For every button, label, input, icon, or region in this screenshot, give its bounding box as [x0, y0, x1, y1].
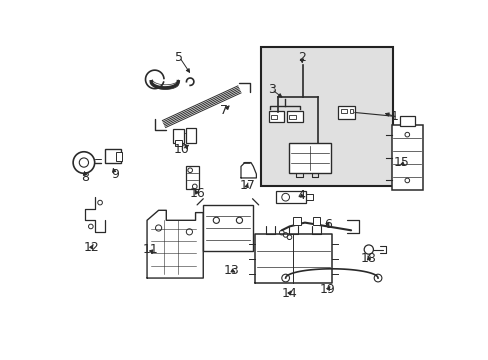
- Text: 10: 10: [173, 143, 189, 156]
- Bar: [185, 128, 196, 143]
- Text: 14: 14: [281, 287, 297, 300]
- Bar: [116, 152, 122, 161]
- Text: 9: 9: [111, 168, 119, 181]
- Text: 5: 5: [175, 50, 183, 64]
- Bar: [276, 191, 305, 203]
- Text: 13: 13: [224, 264, 239, 277]
- Bar: [268, 111, 284, 122]
- Bar: [185, 166, 199, 189]
- Text: 19: 19: [320, 283, 335, 296]
- Text: 4: 4: [297, 189, 305, 202]
- Bar: [391, 125, 422, 190]
- Bar: [349, 109, 353, 113]
- Bar: [337, 106, 354, 119]
- Bar: [288, 143, 330, 172]
- Text: 7: 7: [220, 104, 227, 117]
- Text: 15: 15: [392, 156, 408, 169]
- Text: 17: 17: [239, 179, 255, 192]
- Text: 6: 6: [324, 218, 331, 231]
- Bar: [203, 205, 253, 251]
- Bar: [173, 130, 183, 143]
- Text: 3: 3: [267, 83, 275, 96]
- Text: 18: 18: [360, 252, 376, 265]
- Bar: [286, 111, 302, 122]
- Bar: [289, 115, 295, 120]
- Bar: [270, 115, 277, 120]
- Bar: [312, 217, 320, 225]
- Bar: [341, 109, 346, 113]
- Bar: [399, 116, 414, 126]
- Text: 1: 1: [390, 110, 398, 123]
- Text: 16: 16: [189, 187, 204, 200]
- Text: 11: 11: [142, 243, 159, 256]
- Text: 2: 2: [297, 50, 305, 64]
- Text: 12: 12: [83, 241, 99, 254]
- Bar: [261, 47, 393, 186]
- Bar: [293, 217, 301, 225]
- Text: 8: 8: [81, 171, 89, 184]
- Bar: [174, 140, 182, 147]
- Bar: [105, 149, 121, 163]
